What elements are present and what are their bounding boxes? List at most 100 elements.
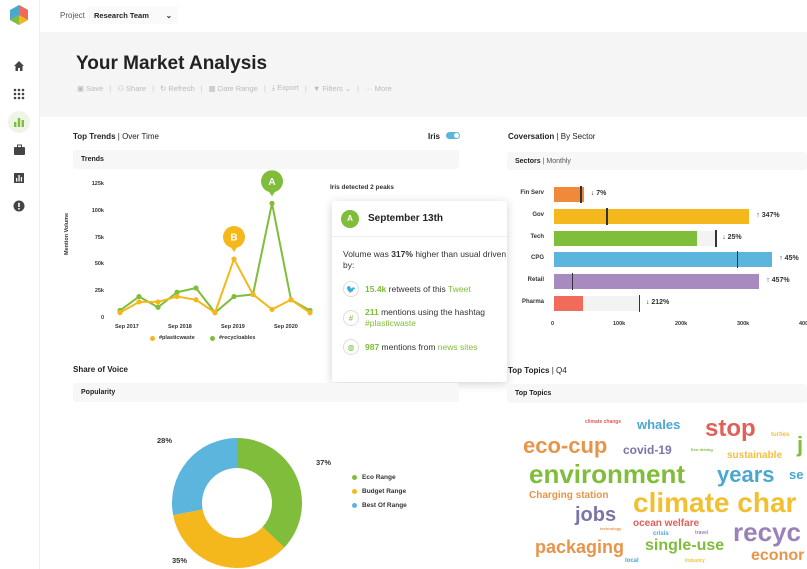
bar-tech <box>554 230 698 246</box>
y-tick: 125k <box>91 181 104 187</box>
topic-word[interactable]: Eco driving <box>691 447 713 452</box>
donut-slice-2 <box>172 438 237 516</box>
y-tick: 75k <box>94 234 104 241</box>
sectors-title: Coversation | By Sector <box>508 132 596 141</box>
bar-x-tick: 300k <box>737 321 750 327</box>
nav-reports-icon[interactable] <box>8 167 30 189</box>
topic-word[interactable]: Charging station <box>529 490 609 501</box>
export-button[interactable]: ⤓ Export <box>271 83 299 92</box>
topic-word[interactable]: crisis <box>653 531 669 537</box>
refresh-button[interactable]: ↻ Refresh <box>160 83 195 93</box>
y-tick: 100k <box>91 207 104 214</box>
topic-word[interactable]: packaging <box>535 537 625 557</box>
topic-word[interactable]: local <box>625 558 639 564</box>
topic-word[interactable]: ocean welfare <box>633 518 700 529</box>
data-point <box>269 306 275 313</box>
topic-word[interactable]: climate change <box>585 419 622 425</box>
bar-fin-serv <box>554 187 584 202</box>
donut-label: 37% <box>316 458 332 467</box>
bar-label: Tech <box>530 233 544 240</box>
hashtag-link[interactable]: #plasticwaste <box>365 318 417 328</box>
bar-x-tick: 100k <box>613 321 626 327</box>
bar-x-tick: 200k <box>675 321 688 327</box>
bar-change: ↓ 25% <box>722 233 742 241</box>
x-tick: Sep 2018 <box>168 324 192 330</box>
topic-word[interactable]: j <box>797 432 804 457</box>
app-logo[interactable] <box>8 4 30 26</box>
twitter-icon: 🐦 <box>343 281 359 297</box>
bar-target-marker <box>715 229 717 247</box>
news-sites-link[interactable]: news sites <box>437 341 478 352</box>
data-point <box>307 310 313 316</box>
topic-word[interactable]: years <box>717 462 775 487</box>
bar-cpg <box>554 252 773 268</box>
data-point <box>174 289 180 295</box>
topic-word[interactable]: climate char <box>633 487 797 518</box>
toolbar: ▣ Save | ⚇ Share | ↻ Refresh | ▦ Date Range… <box>77 83 392 93</box>
page-title: Your Market Analysis <box>76 53 268 74</box>
y-tick: 50k <box>94 261 104 268</box>
topic-word[interactable]: technology <box>600 526 622 531</box>
nav-analytics-icon[interactable] <box>8 111 30 133</box>
topic-word[interactable]: stop <box>705 415 756 442</box>
nav-apps-grid-icon[interactable] <box>8 83 30 105</box>
page-header <box>40 32 807 117</box>
topic-word[interactable]: sustainable <box>727 450 783 461</box>
topic-word[interactable]: single-use <box>645 537 725 554</box>
bar-target-marker <box>571 273 574 291</box>
share-button[interactable]: ⚇ Share <box>117 83 147 93</box>
topic-word[interactable]: turtles <box>771 432 790 438</box>
legend-item: #recycloables <box>210 335 255 341</box>
nav-briefcase-icon[interactable] <box>8 139 30 161</box>
bar-label: Retail <box>527 277 544 284</box>
svg-text:A: A <box>268 177 275 188</box>
x-tick: Sep 2019 <box>221 324 245 330</box>
popularity-subhead: Popularity <box>73 383 459 402</box>
more-button[interactable]: ··· More <box>365 83 392 93</box>
topic-word[interactable]: recyc <box>733 517 801 547</box>
data-point <box>231 256 237 262</box>
trend-line-chart: AB <box>117 170 313 316</box>
data-point <box>155 299 161 305</box>
data-point <box>136 299 142 305</box>
nav-alert-icon[interactable] <box>8 195 30 217</box>
trends-title: Top Trends | Over Time <box>73 132 159 141</box>
project-label: Project <box>60 11 85 20</box>
filters-button[interactable]: ▼ Filters ⌄ <box>312 83 352 93</box>
bar-x-tick: 0 <box>551 321 555 327</box>
topic-word[interactable]: jobs <box>575 504 617 526</box>
topic-word[interactable]: eco-cup <box>523 433 608 458</box>
x-tick: Sep 2017 <box>115 324 139 330</box>
topic-word[interactable]: environment <box>529 459 686 489</box>
donut-label: 28% <box>157 436 173 445</box>
topic-word[interactable]: covid-19 <box>623 443 672 457</box>
topic-word[interactable]: travel <box>695 530 709 536</box>
bar-change: ↑ 457% <box>766 277 790 285</box>
data-point <box>212 310 218 316</box>
legend-item: Budget Range <box>352 488 406 495</box>
project-select[interactable]: Research Team ⌄ <box>88 6 178 24</box>
date-range-button[interactable]: ▦ Date Range <box>208 83 258 93</box>
topic-word[interactable]: whales <box>637 417 681 432</box>
topic-word[interactable]: econor <box>751 547 805 564</box>
bar-pharma <box>554 296 583 311</box>
sidebar <box>0 0 40 569</box>
topics-subhead: Top Topics <box>507 384 807 403</box>
topic-word[interactable]: industry <box>685 558 705 564</box>
tweet-link[interactable]: Tweet <box>448 283 471 294</box>
data-point <box>136 293 142 300</box>
iris-toggle[interactable] <box>446 132 460 139</box>
topic-word[interactable]: se <box>789 467 804 482</box>
donut-label: 35% <box>172 556 188 565</box>
y-tick: 0 <box>100 315 104 321</box>
bar-gov <box>554 208 750 224</box>
legend-item: Best Of Range <box>352 502 407 509</box>
peak-marker-b: B <box>223 226 245 253</box>
save-button[interactable]: ▣ Save <box>77 83 104 93</box>
nav-home-icon[interactable] <box>8 55 30 77</box>
series-line-0 <box>119 256 311 315</box>
peak-badge: A <box>341 209 359 228</box>
chevron-down-icon: ⌄ <box>165 11 172 20</box>
bar-x-tick: 400 <box>799 321 807 327</box>
bar-target-marker <box>580 186 582 203</box>
